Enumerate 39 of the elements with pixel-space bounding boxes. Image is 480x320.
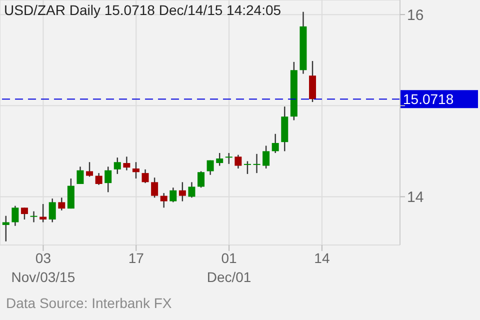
candlestick <box>244 160 251 175</box>
candlestick <box>2 215 10 242</box>
candlestick <box>142 168 149 184</box>
candlestick <box>67 178 74 210</box>
source-note: Data Source: Interbank FX <box>6 295 172 311</box>
x-tick-label: 17 <box>128 250 144 266</box>
y-tick-label: 16 <box>407 6 424 24</box>
candlestick <box>104 166 112 193</box>
candlestick <box>206 160 214 176</box>
candlestick <box>225 152 232 165</box>
candlestick <box>114 156 121 175</box>
candlestick <box>48 198 56 223</box>
candlestick <box>123 156 130 171</box>
candlestick <box>20 207 28 220</box>
candlestick <box>151 177 158 198</box>
candlestick <box>188 182 196 198</box>
chart-title: USD/ZAR Daily 15.0718 Dec/14/15 14:24:05 <box>4 2 282 18</box>
x-tick-label: 03 Nov/03/15 <box>11 250 76 285</box>
candlestick <box>178 182 186 202</box>
candlestick <box>95 172 102 186</box>
candlestick <box>86 162 94 178</box>
candlestick <box>40 203 47 223</box>
ref-line-label: 15.0718 <box>403 91 454 108</box>
candlestick <box>160 192 168 208</box>
candlestick <box>76 166 84 185</box>
x-tick-label: 01 Dec/01 <box>206 250 252 285</box>
candlestick <box>170 187 177 203</box>
candlestick <box>262 145 270 170</box>
candlestick <box>272 133 279 154</box>
candlestick <box>309 60 316 103</box>
candlestick <box>253 153 260 174</box>
candlestick <box>234 154 242 170</box>
candlestick <box>132 162 140 180</box>
candlestick <box>58 197 66 211</box>
x-tick-label: 14 <box>314 250 330 266</box>
candlestick <box>12 205 19 226</box>
candlestick <box>216 152 224 166</box>
candlestick <box>30 210 38 223</box>
candlestick <box>198 170 205 188</box>
